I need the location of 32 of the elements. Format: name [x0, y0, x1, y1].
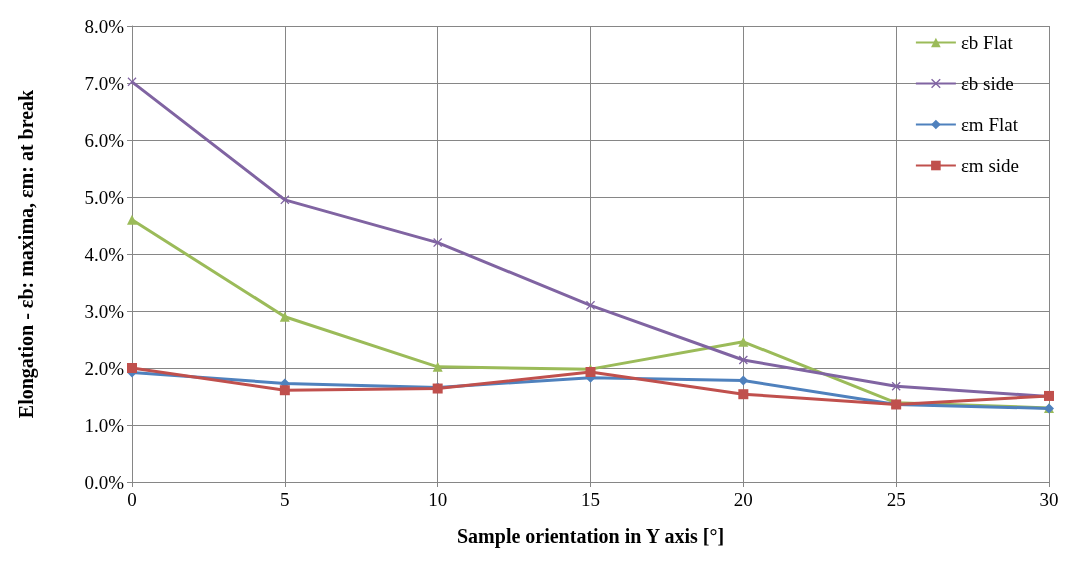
legend-label: εb Flat — [960, 32, 1014, 53]
legend-label: εm Flat — [960, 114, 1019, 135]
y-tick-label: 3.0% — [84, 300, 125, 322]
y-tick-label: 2.0% — [84, 357, 125, 379]
y-tick-label: 0.0% — [84, 471, 125, 493]
point — [279, 311, 290, 322]
y-tick-label: 5.0% — [84, 186, 125, 208]
legend-label: εm side — [960, 155, 1020, 176]
point — [738, 375, 749, 386]
x-tick-label: 10 — [428, 489, 448, 510]
x-tick-label: 25 — [886, 489, 906, 510]
x-tick-label: 15 — [581, 489, 600, 510]
point — [127, 214, 137, 225]
y-axis-title: Elongation - εb: maxima, εm: at break — [15, 88, 38, 419]
y-tick-label: 6.0% — [84, 129, 125, 151]
legend-label: εb side — [960, 73, 1014, 94]
x-tick-label: 20 — [733, 489, 753, 510]
x-tick-label: 30 — [1039, 489, 1059, 510]
point — [738, 389, 749, 400]
x-tick-label: 0 — [127, 489, 137, 510]
point — [279, 385, 290, 396]
point — [432, 361, 443, 372]
point — [738, 355, 748, 365]
point — [738, 336, 749, 347]
y-tick-label: 8.0% — [84, 15, 125, 37]
x-axis-title: Sample orientation in Y axis [°] — [456, 525, 725, 548]
point — [127, 363, 137, 373]
x-tick-label: 5 — [280, 489, 290, 510]
y-tick-label: 1.0% — [84, 414, 125, 436]
point — [586, 300, 595, 310]
y-tick-label: 7.0% — [84, 72, 125, 94]
y-tick-label: 4.0% — [84, 243, 125, 265]
